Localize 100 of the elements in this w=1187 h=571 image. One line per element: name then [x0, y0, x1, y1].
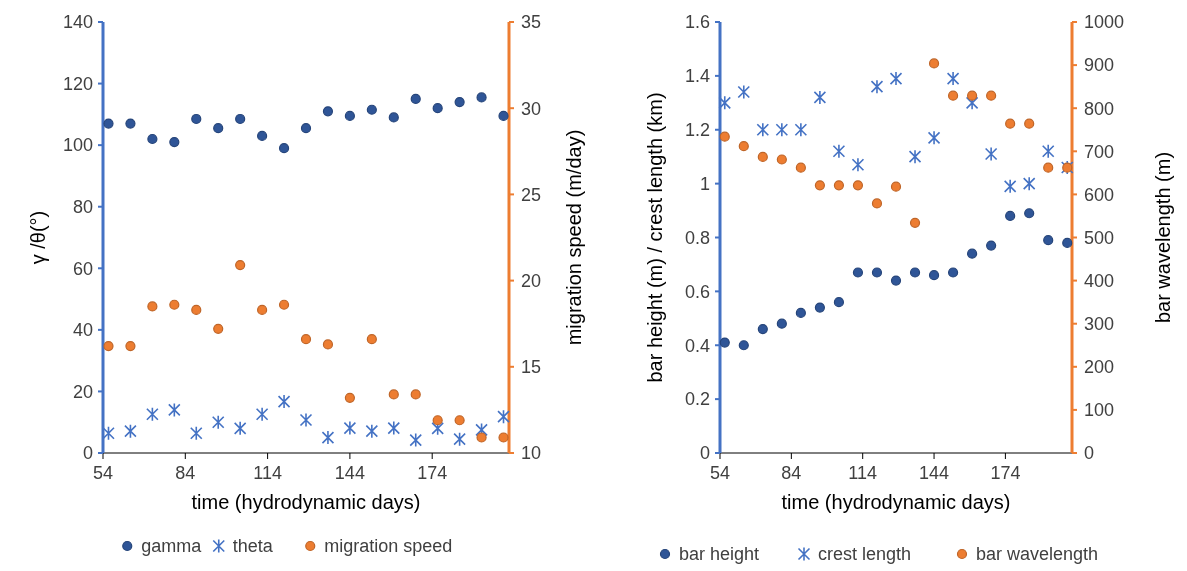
point — [814, 180, 825, 191]
point — [387, 420, 401, 436]
point — [1043, 235, 1054, 246]
point — [833, 297, 845, 308]
point — [366, 104, 377, 115]
point — [409, 432, 423, 448]
point — [278, 299, 290, 310]
y2-tick-label: 200 — [1084, 357, 1115, 378]
point — [718, 95, 732, 111]
point — [498, 432, 509, 443]
x-tick-label: 84 — [175, 463, 196, 483]
y-tick-label: 1.6 — [684, 12, 710, 33]
y2-tick-label: 700 — [1084, 141, 1115, 162]
point — [432, 103, 443, 114]
point — [986, 240, 997, 251]
legend-label: gamma — [141, 536, 203, 556]
point — [169, 136, 180, 148]
y2-tick-label: 0 — [1084, 443, 1095, 464]
y2-tick-label: 10 — [521, 443, 542, 464]
y-axis-title: γ /θ(°) — [27, 210, 49, 265]
y2-tick-label: 800 — [1084, 98, 1115, 119]
point — [233, 421, 247, 436]
point — [257, 130, 268, 142]
y-tick-label: 140 — [62, 12, 93, 33]
point — [125, 118, 136, 129]
point — [738, 141, 749, 152]
point — [147, 301, 158, 312]
point — [738, 340, 749, 351]
x-tick-label: 84 — [781, 463, 802, 483]
point — [146, 406, 159, 422]
point — [366, 334, 377, 345]
point — [832, 144, 846, 159]
point — [776, 318, 787, 329]
point — [965, 95, 979, 111]
point — [719, 131, 730, 142]
point — [794, 122, 808, 138]
legend-label: crest length — [818, 544, 912, 564]
x-tick-label: 54 — [92, 463, 114, 483]
point — [795, 162, 806, 173]
point — [909, 267, 921, 278]
point — [388, 112, 399, 123]
y-axis-title: bar height (m) / crest length (km) — [644, 92, 666, 383]
y2-tick-label: 500 — [1084, 227, 1115, 248]
y2-tick-label: 25 — [521, 184, 542, 205]
y2-tick-label: 100 — [1084, 400, 1115, 421]
point — [813, 90, 827, 105]
point — [1043, 162, 1054, 173]
point — [814, 302, 825, 313]
x-axis-title: time (hydrodynamic days) — [191, 491, 421, 513]
point — [928, 58, 940, 69]
y-tick-label: 0 — [82, 443, 93, 464]
y2-axis-title: bar wavelength (m) — [1152, 151, 1174, 324]
y-tick-label: 1.4 — [684, 66, 710, 87]
point — [235, 113, 246, 125]
point — [947, 90, 959, 101]
point — [871, 267, 883, 278]
y-tick-label: 0 — [699, 443, 710, 464]
point — [1005, 118, 1016, 129]
point — [102, 426, 115, 441]
point — [737, 84, 751, 100]
point — [169, 299, 180, 310]
y-tick-label: 20 — [72, 381, 93, 402]
point — [890, 181, 902, 192]
y2-tick-label: 30 — [521, 98, 542, 119]
point — [967, 90, 978, 101]
point — [476, 432, 487, 443]
point — [454, 96, 465, 108]
point — [300, 123, 312, 134]
point — [344, 110, 355, 121]
point — [498, 110, 509, 121]
point — [125, 341, 136, 352]
point — [756, 122, 770, 138]
point — [1062, 237, 1073, 248]
point — [388, 389, 399, 400]
point — [909, 217, 921, 228]
y-tick-label: 60 — [72, 258, 93, 279]
point — [1005, 210, 1016, 222]
point — [103, 341, 114, 352]
point — [322, 106, 334, 117]
point — [410, 93, 421, 105]
y2-tick-label: 1000 — [1084, 12, 1125, 33]
point — [343, 420, 357, 436]
point — [833, 180, 845, 191]
x-tick-label: 114 — [848, 463, 878, 483]
x-tick-label: 144 — [334, 463, 365, 483]
point — [719, 337, 730, 348]
y-tick-label: 120 — [62, 73, 93, 94]
point — [947, 267, 959, 278]
point — [103, 118, 114, 129]
point — [168, 402, 181, 418]
point — [1041, 144, 1055, 159]
x-tick-label: 144 — [919, 463, 950, 483]
point — [299, 412, 313, 428]
point — [211, 414, 225, 430]
point — [432, 415, 443, 426]
y-tick-label: 0.4 — [684, 335, 710, 356]
point — [1022, 176, 1036, 191]
y-tick-label: 1 — [699, 173, 710, 194]
point — [322, 339, 334, 350]
x-axis-title: time (hydrodynamic days) — [781, 491, 1011, 513]
